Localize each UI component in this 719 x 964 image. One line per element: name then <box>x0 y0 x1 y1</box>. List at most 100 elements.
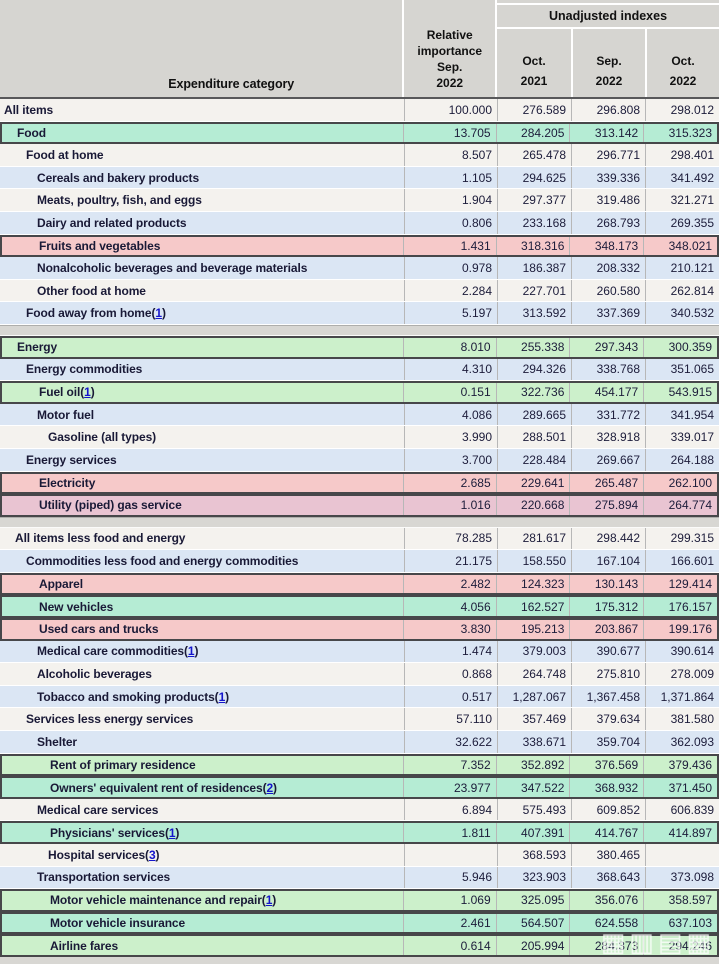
oct-2021-cell: 265.478 <box>497 144 571 166</box>
relative-importance-cell: 4.310 <box>404 358 497 381</box>
index-value: 296.808 <box>596 102 640 117</box>
oct-2022-cell: 129.414 <box>643 574 717 594</box>
index-value: 205.994 <box>521 938 565 953</box>
relative-importance-cell <box>404 844 497 866</box>
relative-importance-cell: 2.685 <box>402 473 496 493</box>
index-value: 362.093 <box>670 734 714 749</box>
category-label: Other food at home <box>37 283 146 298</box>
table-row: Medical care commodities(1) 1.474 379.003 3… <box>0 640 719 664</box>
index-value: 203.867 <box>594 622 639 637</box>
index-value: 130.143 <box>594 577 639 592</box>
relative-importance-cell: 1.105 <box>404 166 497 189</box>
sep-2022-cell: 337.369 <box>571 302 645 324</box>
sep-2022-cell: 275.894 <box>569 496 643 515</box>
category-cell: Rent of primary residence <box>2 756 403 775</box>
index-value: 264.774 <box>668 498 713 513</box>
category-label: Food at home <box>26 147 104 162</box>
sep-2022-cell: 296.771 <box>571 144 645 166</box>
category-label: All items less food and energy <box>15 531 186 546</box>
index-value: 347.522 <box>521 780 565 795</box>
category-label: New vehicles <box>39 599 114 614</box>
index-value: 322.736 <box>521 385 565 400</box>
relative-importance-cell: 2.482 <box>402 574 496 594</box>
oct-2021-cell: 228.484 <box>497 448 571 471</box>
oct-2022-cell: 379.436 <box>643 755 717 775</box>
index-value: 380.465 <box>596 847 640 862</box>
table-row: Owners' equivalent rent of residences(2)… <box>0 776 719 799</box>
oct-2022-cell: 1,371.864 <box>645 685 719 708</box>
index-value: 390.614 <box>670 644 714 659</box>
index-value: 1.016 <box>460 498 491 513</box>
oct-2022-cell: 298.012 <box>645 99 719 121</box>
footnote-link[interactable]: 2 <box>266 780 274 795</box>
sep-2022-cell: 338.768 <box>571 358 645 381</box>
relative-importance-cell: 7.352 <box>402 755 496 775</box>
oct-2022-cell: 637.103 <box>643 913 717 933</box>
relative-importance-cell: 0.151 <box>402 383 496 402</box>
index-value: 359.704 <box>596 734 640 749</box>
index-value: 100.000 <box>448 102 492 117</box>
footnote-paren-close: ) <box>90 385 95 400</box>
index-value: 275.894 <box>594 498 639 513</box>
footnote-paren-close: ) <box>272 893 277 908</box>
sep-2022-cell: 454.177 <box>569 383 643 402</box>
footnote-link[interactable]: 1 <box>218 689 226 704</box>
oct-2022-cell: 278.009 <box>645 663 719 685</box>
category-cell: Energy services <box>0 449 404 471</box>
relative-importance-line: importance <box>417 44 483 58</box>
sep-2022-cell: 167.104 <box>571 550 645 572</box>
sep-2022-cell: 348.173 <box>569 236 643 256</box>
index-value: 371.450 <box>668 780 713 795</box>
index-value: 331.772 <box>596 407 640 422</box>
index-value: 340.532 <box>670 306 714 321</box>
oct-2021-cell: 205.994 <box>495 936 570 955</box>
oct-2022-cell: 606.839 <box>645 798 719 821</box>
sep-2022-cell: 328.918 <box>571 426 645 448</box>
footnote-link[interactable]: 1 <box>265 893 273 908</box>
index-value: 1,287.067 <box>512 689 566 704</box>
relative-importance-cell: 2.461 <box>402 913 496 933</box>
oct-2021-cell: 264.748 <box>497 663 571 685</box>
oct-2021-cell: 357.469 <box>497 708 571 731</box>
table-row: Energy services 3.700 228.484 269.667 264.18… <box>0 448 719 472</box>
index-value: 1.904 <box>461 193 492 208</box>
index-value: 0.978 <box>461 260 492 275</box>
footnote-link[interactable]: 3 <box>148 847 156 862</box>
relative-importance-cell: 3.990 <box>404 426 497 448</box>
category-label: Energy commodities <box>26 362 143 377</box>
sep-2022-cell: 265.487 <box>569 473 643 493</box>
category-cell: Fruits and vegetables <box>2 237 403 256</box>
footnote-paren-open: ( <box>164 825 169 840</box>
relative-importance-cell: 8.507 <box>404 144 497 166</box>
relative-importance-cell: 0.868 <box>404 663 497 685</box>
expenditure-category-header: Expenditure category <box>0 0 402 97</box>
category-label: Motor vehicle maintenance and repair <box>50 893 262 908</box>
index-value: 176.157 <box>668 599 713 614</box>
oct-2021-cell: 289.665 <box>497 403 571 426</box>
table-row: Energy commodities 4.310 294.326 338.768 351… <box>0 358 719 382</box>
index-value: 2.685 <box>460 475 491 490</box>
relative-importance-cell: 100.000 <box>404 99 497 121</box>
oct-2021-cell: 379.003 <box>497 640 571 663</box>
footnote-link[interactable]: 1 <box>155 306 162 321</box>
table-body: All items 100.000 276.589 296.808 298.012 Foo… <box>0 99 719 957</box>
category-cell: Apparel <box>2 575 403 594</box>
category-label: Alcoholic beverages <box>37 667 152 682</box>
category-label: All items <box>4 102 54 117</box>
index-value: 381.580 <box>670 712 714 727</box>
oct-2021-cell: 407.391 <box>495 823 570 842</box>
index-value: 1.431 <box>460 238 491 253</box>
footnote-link[interactable]: 1 <box>187 644 195 659</box>
category-label: Services less energy services <box>26 712 194 727</box>
footnote-link[interactable]: 1 <box>168 825 176 840</box>
index-value: 281.617 <box>522 531 566 546</box>
table-row: Food away from home(1) 5.197 313.592 337.36… <box>0 302 719 325</box>
footnote-link[interactable]: 1 <box>84 385 91 400</box>
sep-2022-cell: 609.852 <box>571 798 645 821</box>
index-value: 8.507 <box>461 147 492 162</box>
relative-importance-cell: 2.284 <box>404 279 497 302</box>
category-cell: Owners' equivalent rent of residences(2) <box>2 778 403 797</box>
table-row: Commodities less food and energy commodi… <box>0 550 719 573</box>
sep-2022-cell: 339.336 <box>571 166 645 189</box>
index-value: 284.373 <box>594 938 639 953</box>
